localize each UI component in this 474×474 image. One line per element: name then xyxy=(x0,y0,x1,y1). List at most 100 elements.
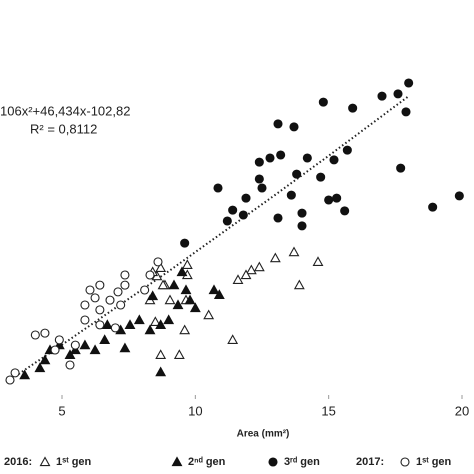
point xyxy=(314,257,323,265)
point xyxy=(378,92,386,100)
legend-label: 1ˢᵗ gen xyxy=(416,456,452,468)
point xyxy=(121,271,129,279)
x-axis-title: Area (mm²) xyxy=(237,429,290,440)
point xyxy=(41,329,49,337)
point xyxy=(135,316,144,324)
point xyxy=(80,341,89,349)
legend-label: 2ⁿᵈ gen xyxy=(188,456,226,468)
legend-marker xyxy=(401,458,409,466)
point xyxy=(204,311,213,319)
point xyxy=(146,271,154,279)
point xyxy=(20,371,29,379)
point xyxy=(175,350,184,358)
point xyxy=(182,286,191,294)
point xyxy=(287,191,295,199)
point xyxy=(343,146,351,154)
point xyxy=(174,301,183,309)
point xyxy=(402,108,410,116)
point xyxy=(117,301,125,309)
point xyxy=(91,294,99,302)
legend-marker xyxy=(269,458,277,466)
point xyxy=(397,164,405,172)
point xyxy=(96,281,104,289)
point xyxy=(210,286,219,294)
point xyxy=(114,288,122,296)
point xyxy=(71,341,79,349)
point xyxy=(258,184,266,192)
point xyxy=(293,170,301,178)
point xyxy=(100,335,109,343)
point xyxy=(229,206,237,214)
point xyxy=(405,79,413,87)
x-tick-label: 15 xyxy=(321,403,335,418)
point xyxy=(111,324,119,332)
point xyxy=(40,356,49,364)
equation: 106x²+46,434x-102,82 xyxy=(0,103,130,118)
point xyxy=(170,281,179,289)
point xyxy=(81,316,89,324)
point xyxy=(126,320,135,328)
point xyxy=(228,335,237,343)
point xyxy=(181,239,189,247)
point xyxy=(183,260,192,268)
point xyxy=(91,346,100,354)
point xyxy=(96,306,104,314)
legend-label: 3ʳᵈ gen xyxy=(284,456,320,468)
point xyxy=(146,326,155,334)
point xyxy=(86,286,94,294)
point xyxy=(81,301,89,309)
point xyxy=(6,376,14,384)
point xyxy=(277,151,285,159)
point xyxy=(274,214,282,222)
point xyxy=(298,222,306,230)
point xyxy=(214,184,222,192)
point xyxy=(455,192,463,200)
point xyxy=(298,209,306,217)
point xyxy=(303,154,311,162)
point xyxy=(180,326,189,334)
legend-marker xyxy=(41,458,50,466)
point xyxy=(55,336,63,344)
legend-label: 1ˢᵗ gen xyxy=(56,456,92,468)
point xyxy=(96,321,104,329)
r-squared: R² = 0,8112 xyxy=(30,121,97,136)
legend-group: 2016: xyxy=(4,456,32,468)
point xyxy=(156,368,165,376)
point xyxy=(191,304,200,312)
point xyxy=(266,154,274,162)
point xyxy=(156,350,165,358)
point xyxy=(325,196,333,204)
point xyxy=(31,331,39,339)
point xyxy=(154,258,162,266)
point xyxy=(121,281,129,289)
point xyxy=(255,175,263,183)
trendline xyxy=(9,96,409,381)
point xyxy=(106,296,114,304)
point xyxy=(120,344,129,352)
point xyxy=(247,266,256,274)
point xyxy=(429,203,437,211)
point xyxy=(242,194,250,202)
point xyxy=(164,316,173,324)
point xyxy=(35,364,44,372)
point xyxy=(141,286,149,294)
point xyxy=(234,275,243,283)
legend-marker xyxy=(173,458,182,466)
point xyxy=(341,207,349,215)
point xyxy=(66,361,74,369)
chart: 106x²+46,434x-102,82 R² = 0,8112 Area (m… xyxy=(0,0,474,474)
point xyxy=(271,254,280,262)
point xyxy=(330,156,338,164)
point xyxy=(166,296,175,304)
point xyxy=(290,248,299,256)
point xyxy=(11,369,19,377)
point xyxy=(290,123,298,131)
point xyxy=(223,217,231,225)
point xyxy=(255,263,264,271)
point xyxy=(51,346,59,354)
point xyxy=(255,158,263,166)
point xyxy=(333,194,341,202)
point xyxy=(317,173,325,181)
x-tick-label: 20 xyxy=(455,403,469,418)
point xyxy=(295,281,304,289)
